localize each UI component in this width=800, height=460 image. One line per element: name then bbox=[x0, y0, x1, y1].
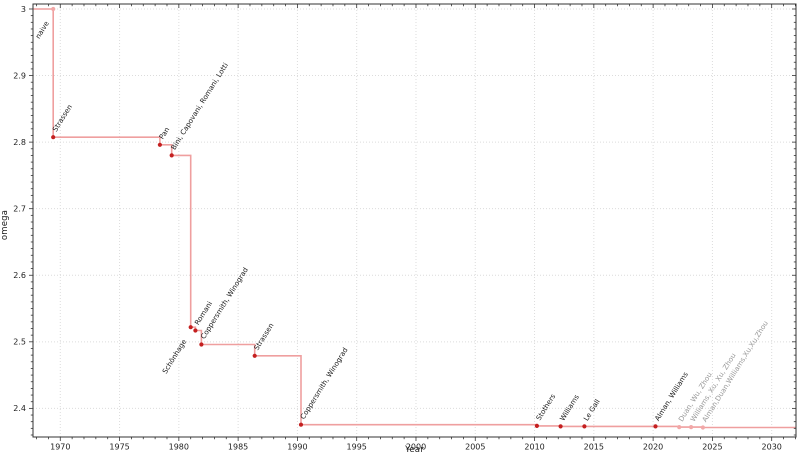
x-axis-title: Year bbox=[405, 445, 424, 455]
data-point bbox=[689, 425, 694, 430]
data-point bbox=[677, 425, 682, 430]
y-tick-label: 2.9 bbox=[13, 71, 26, 80]
data-point bbox=[252, 353, 257, 358]
y-tick-label: 2.7 bbox=[13, 205, 26, 214]
point-label: Pan bbox=[158, 126, 171, 141]
data-point bbox=[700, 425, 706, 430]
x-tick-label: 1995 bbox=[347, 443, 367, 452]
data-point bbox=[558, 424, 563, 429]
x-tick-label: 1990 bbox=[287, 443, 307, 452]
y-tick-label: 2.6 bbox=[13, 271, 26, 280]
data-point bbox=[582, 424, 587, 429]
data-point bbox=[157, 142, 162, 147]
data-point bbox=[193, 328, 198, 333]
line-layer bbox=[33, 8, 796, 429]
point-label: Coppersmith, Winograd bbox=[299, 346, 350, 420]
x-tick-label: 2000 bbox=[406, 443, 426, 452]
data-point bbox=[199, 342, 204, 347]
point-label: Schönhage bbox=[161, 338, 188, 375]
x-tick-label: 1985 bbox=[228, 443, 248, 452]
data-point bbox=[51, 6, 56, 12]
x-tick-label: 2015 bbox=[584, 443, 604, 452]
tick-layer bbox=[29, 4, 796, 441]
data-point bbox=[51, 135, 56, 140]
y-axis-title: omega bbox=[0, 209, 10, 241]
marker-layer bbox=[51, 6, 706, 430]
x-tick-label: 2020 bbox=[643, 443, 663, 452]
data-point bbox=[298, 422, 304, 427]
x-tick-label: 1975 bbox=[109, 443, 129, 452]
omega-step-line bbox=[33, 8, 796, 429]
data-point bbox=[188, 325, 193, 330]
y-tick-label: 2.4 bbox=[13, 404, 26, 413]
y-tick-label: 3 bbox=[21, 5, 26, 14]
x-tick-label: 2005 bbox=[465, 443, 485, 452]
y-tick-label: 2.5 bbox=[13, 338, 26, 347]
x-tick-label: 2025 bbox=[702, 443, 722, 452]
x-tick-label: 2030 bbox=[762, 443, 782, 452]
point-label: Strassen bbox=[51, 103, 74, 133]
x-tick-label: 1970 bbox=[50, 443, 70, 452]
y-tick-label: 2.8 bbox=[13, 138, 26, 147]
x-tick-label: 1980 bbox=[169, 443, 189, 452]
x-tick-label: 2010 bbox=[524, 443, 544, 452]
point-label: Le Gall bbox=[582, 398, 601, 423]
grid-layer bbox=[33, 4, 796, 437]
point-label: naive bbox=[34, 20, 51, 40]
data-point bbox=[534, 423, 540, 428]
data-point bbox=[653, 424, 658, 429]
tick-label-layer: 1970 1975 1980 1985 1990 1995 2000 2005 2010 2015… bbox=[13, 5, 782, 452]
point-label: Williams bbox=[559, 393, 581, 422]
spine-layer bbox=[32, 3, 797, 438]
point-label: Strassen bbox=[253, 322, 276, 352]
plot-border bbox=[32, 3, 797, 438]
data-point bbox=[169, 153, 174, 158]
point-label: Stothers bbox=[535, 392, 558, 422]
